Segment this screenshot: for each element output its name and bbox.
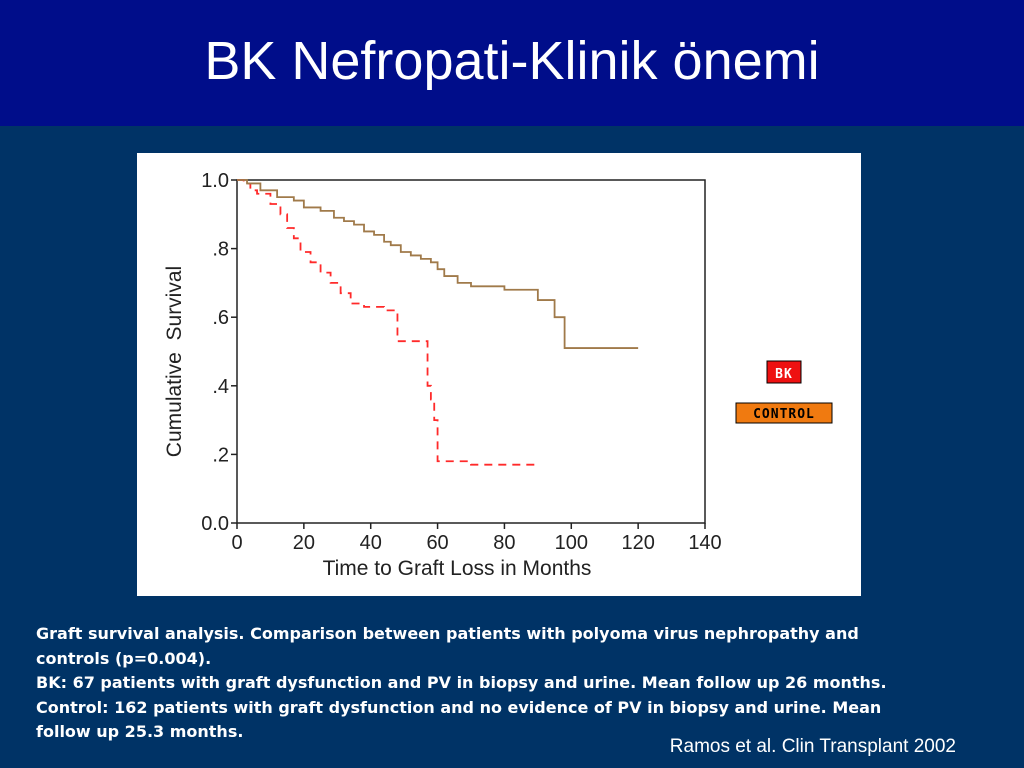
x-tick-label: 80	[493, 532, 515, 554]
series-line-control	[237, 179, 639, 349]
x-tick-label: 20	[293, 532, 315, 554]
slide-title-bar: BK Nefropati-Klinik önemi	[0, 0, 1024, 126]
caption-line: Graft survival analysis. Comparison betw…	[36, 624, 859, 643]
legend-swatch-control	[735, 402, 833, 424]
y-axis-label: Cumulative Survival	[163, 266, 186, 457]
x-axis-label: Time to Graft Loss in Months	[323, 557, 592, 580]
caption-line: Control: 162 patients with graft dysfunc…	[36, 697, 882, 717]
x-tick-label: 120	[621, 532, 654, 554]
x-tick-label: 140	[688, 532, 721, 554]
y-tick-label: 0.0	[201, 513, 229, 535]
figure-caption: Graft survival analysis. Comparison betw…	[36, 622, 986, 745]
y-tick-label: .8	[212, 239, 229, 261]
plot-frame	[236, 179, 706, 524]
survival-chart: 0.0 .2 .4 .6 .8 1.0 0 20 40 60 80 100 120 140 Time to …	[163, 170, 833, 580]
caption-line: controls (p=0.004).	[36, 648, 212, 668]
y-tick-label: 1.0	[201, 170, 229, 192]
y-tick-label: .6	[212, 307, 229, 329]
y-tick-label: .4	[212, 376, 229, 398]
caption-line: BK: 67 patients with graft dysfunction a…	[36, 673, 887, 692]
citation: Ramos et al. Clin Transplant 2002	[669, 736, 956, 757]
slide-title: BK Nefropati-Klinik önemi	[204, 31, 820, 91]
legend-label-bk: BK	[775, 367, 793, 382]
chart-panel: 0.0 .2 .4 .6 .8 1.0 0 20 40 60 80 100 120 140 Time to …	[137, 153, 861, 596]
caption-line: follow up 25.3 months.	[36, 722, 244, 741]
series-line-bk	[237, 179, 538, 466]
legend-swatch-bk	[766, 360, 802, 384]
x-tick-label: 100	[555, 532, 588, 554]
x-tick-label: 60	[426, 532, 448, 554]
x-tick-label: 0	[231, 532, 242, 554]
legend-label-control: CONTROL	[753, 407, 815, 422]
y-tick-label: .2	[212, 444, 229, 466]
x-tick-label: 40	[360, 532, 382, 554]
